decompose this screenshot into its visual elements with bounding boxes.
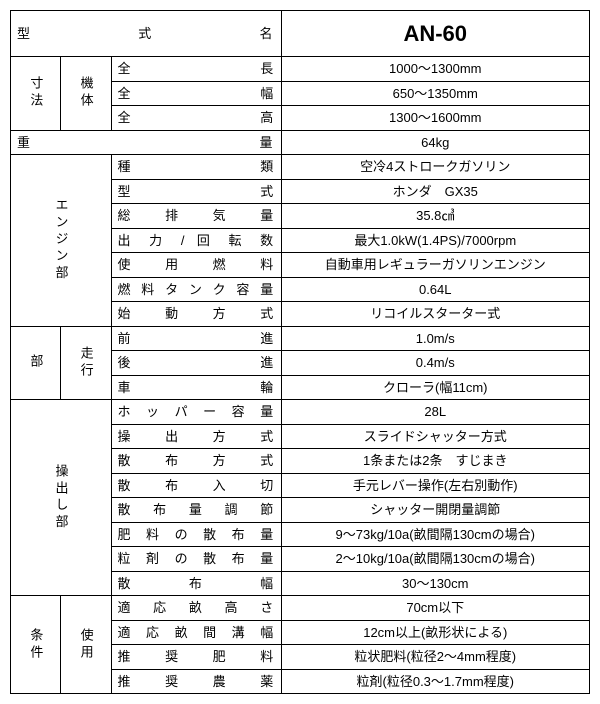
- spec-table: 型 式 名 AN-60 寸法 機体 全 長 1000〜1300mm 全 幅 65…: [10, 10, 590, 694]
- model-label: 型 式 名: [11, 11, 282, 57]
- group-cond-1: 使用: [61, 596, 111, 694]
- table-row: 操出し部 ホ ッ パ ー 容 量 28L: [11, 400, 590, 425]
- group-cond-2: 条件: [11, 596, 61, 694]
- engine-disp-value: 35.8㎤: [281, 204, 590, 229]
- spread-method-value: 1条または2条 すじまき: [281, 449, 590, 474]
- cond-recagro-value: 粒剤(粒径0.3〜1.7mm程度): [281, 669, 590, 694]
- cond-recagro-label: 推 奨 農 薬: [111, 669, 281, 694]
- spread-hopper-value: 28L: [281, 400, 590, 425]
- spread-switch-value: 手元レバー操作(左右別動作): [281, 473, 590, 498]
- engine-power-label: 出 力 / 回 転 数: [111, 228, 281, 253]
- engine-fuel-value: 自動車用レギュラーガソリンエンジン: [281, 253, 590, 278]
- spread-gran-value: 2〜10kg/10a(畝間隔130cmの場合): [281, 547, 590, 572]
- group-travel-2: 部: [11, 326, 61, 400]
- engine-tank-label: 燃料タンク容量: [111, 277, 281, 302]
- spread-adjust-label: 散 布 量 調 節: [111, 498, 281, 523]
- cond-ridgew-label: 適 応 畝 間 溝 幅: [111, 620, 281, 645]
- group-travel-1: 走行: [61, 326, 111, 400]
- engine-start-label: 始 動 方 式: [111, 302, 281, 327]
- engine-type-value: 空冷4ストロークガソリン: [281, 155, 590, 180]
- engine-tank-value: 0.64L: [281, 277, 590, 302]
- spread-hopper-label: ホ ッ パ ー 容 量: [111, 400, 281, 425]
- cond-ridgeh-label: 適 応 畝 高 さ: [111, 596, 281, 621]
- cond-recfert-value: 粒状肥料(粒径2〜4mm程度): [281, 645, 590, 670]
- travel-wheel-label: 車 輪: [111, 375, 281, 400]
- travel-fwd-label: 前 進: [111, 326, 281, 351]
- table-row: エンジン部 種 類 空冷4ストロークガソリン: [11, 155, 590, 180]
- cond-recfert-label: 推 奨 肥 料: [111, 645, 281, 670]
- group-engine: エンジン部: [11, 155, 112, 327]
- engine-power-value: 最大1.0kW(1.4PS)/7000rpm: [281, 228, 590, 253]
- width-label: 全 幅: [111, 81, 281, 106]
- width-value: 650〜1350mm: [281, 81, 590, 106]
- engine-type-label: 種 類: [111, 155, 281, 180]
- table-row: 寸法 機体 全 長 1000〜1300mm: [11, 57, 590, 82]
- spread-switch-label: 散 布 入 切: [111, 473, 281, 498]
- cond-ridgeh-value: 70cm以下: [281, 596, 590, 621]
- spread-width-label: 散 布 幅: [111, 571, 281, 596]
- group-dim-2: 寸法: [11, 57, 61, 131]
- spread-adjust-value: シャッター開閉量調節: [281, 498, 590, 523]
- table-row: 重 量 64kg: [11, 130, 590, 155]
- spread-oper-value: スライドシャッター方式: [281, 424, 590, 449]
- spread-fert-label: 肥 料 の 散 布 量: [111, 522, 281, 547]
- travel-rev-label: 後 進: [111, 351, 281, 376]
- table-row: 条件 使用 適 応 畝 高 さ 70cm以下: [11, 596, 590, 621]
- travel-rev-value: 0.4m/s: [281, 351, 590, 376]
- engine-model-value: ホンダ GX35: [281, 179, 590, 204]
- engine-disp-label: 総 排 気 量: [111, 204, 281, 229]
- weight-label: 重 量: [11, 130, 282, 155]
- weight-value: 64kg: [281, 130, 590, 155]
- spread-gran-label: 粒 剤 の 散 布 量: [111, 547, 281, 572]
- length-label: 全 長: [111, 57, 281, 82]
- spread-width-value: 30〜130cm: [281, 571, 590, 596]
- table-row: 部 走行 前 進 1.0m/s: [11, 326, 590, 351]
- group-spread: 操出し部: [11, 400, 112, 596]
- travel-fwd-value: 1.0m/s: [281, 326, 590, 351]
- engine-start-value: リコイルスターター式: [281, 302, 590, 327]
- model-value: AN-60: [281, 11, 590, 57]
- height-label: 全 高: [111, 106, 281, 131]
- header-row: 型 式 名 AN-60: [11, 11, 590, 57]
- cond-ridgew-value: 12cm以上(畝形状による): [281, 620, 590, 645]
- spread-fert-value: 9〜73kg/10a(畝間隔130cmの場合): [281, 522, 590, 547]
- spread-method-label: 散 布 方 式: [111, 449, 281, 474]
- spread-oper-label: 操 出 方 式: [111, 424, 281, 449]
- engine-fuel-label: 使 用 燃 料: [111, 253, 281, 278]
- height-value: 1300〜1600mm: [281, 106, 590, 131]
- length-value: 1000〜1300mm: [281, 57, 590, 82]
- travel-wheel-value: クローラ(幅11cm): [281, 375, 590, 400]
- engine-model-label: 型 式: [111, 179, 281, 204]
- group-dim-1: 機体: [61, 57, 111, 131]
